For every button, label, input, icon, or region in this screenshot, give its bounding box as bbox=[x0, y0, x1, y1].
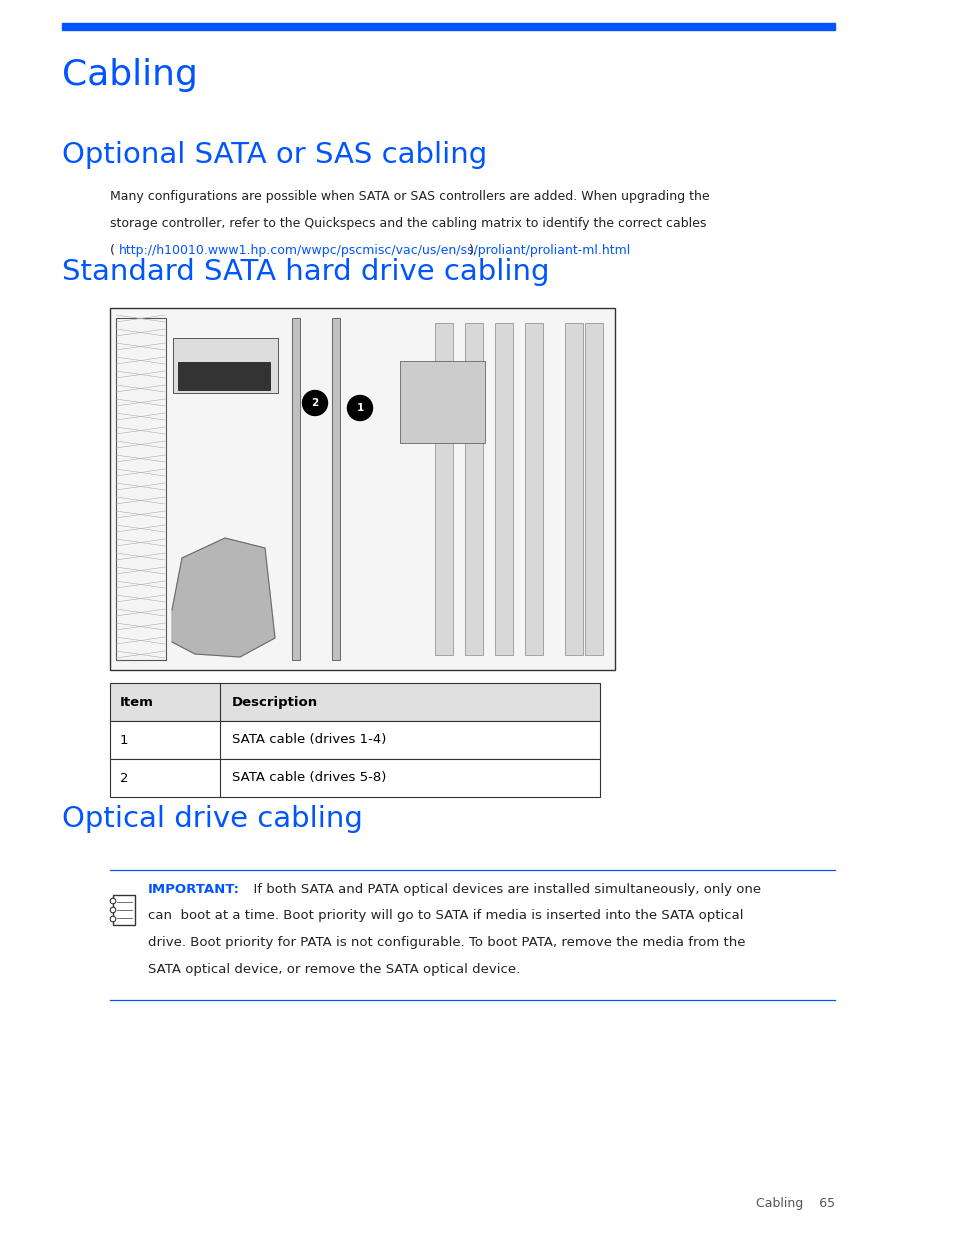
Bar bbox=[112, 895, 135, 925]
Text: Description: Description bbox=[232, 695, 317, 709]
Circle shape bbox=[111, 908, 115, 913]
Text: Cabling    65: Cabling 65 bbox=[755, 1197, 834, 1210]
Text: Item: Item bbox=[120, 695, 153, 709]
Circle shape bbox=[111, 916, 115, 921]
Text: Optical drive cabling: Optical drive cabling bbox=[62, 805, 362, 832]
Text: can  boot at a time. Boot priority will go to SATA if media is inserted into the: can boot at a time. Boot priority will g… bbox=[148, 909, 742, 923]
Bar bbox=[399, 361, 484, 443]
Text: 2: 2 bbox=[311, 398, 318, 408]
Text: IMPORTANT:: IMPORTANT: bbox=[148, 883, 240, 897]
Text: If both SATA and PATA optical devices are installed simultaneously, only one: If both SATA and PATA optical devices ar… bbox=[245, 883, 760, 897]
Bar bbox=[110, 683, 599, 721]
Text: Cabling: Cabling bbox=[62, 58, 197, 91]
Bar bbox=[110, 760, 599, 797]
Circle shape bbox=[302, 390, 327, 415]
Text: SATA cable (drives 5-8): SATA cable (drives 5-8) bbox=[232, 772, 386, 784]
Bar bbox=[110, 308, 615, 671]
Text: drive. Boot priority for PATA is not configurable. To boot PATA, remove the medi: drive. Boot priority for PATA is not con… bbox=[148, 936, 744, 948]
Text: SATA cable (drives 1-4): SATA cable (drives 1-4) bbox=[232, 734, 386, 746]
Bar bbox=[495, 324, 513, 655]
Bar bbox=[332, 317, 339, 659]
Polygon shape bbox=[172, 538, 274, 657]
Bar bbox=[584, 324, 602, 655]
Bar bbox=[564, 324, 582, 655]
Text: http://h10010.www1.hp.com/wwpc/pscmisc/vac/us/en/ss/proliant/proliant-ml.html: http://h10010.www1.hp.com/wwpc/pscmisc/v… bbox=[118, 245, 630, 257]
Bar bbox=[116, 317, 166, 659]
Bar bbox=[435, 324, 453, 655]
Text: ).: ). bbox=[468, 245, 476, 257]
Bar bbox=[178, 362, 270, 390]
Circle shape bbox=[111, 898, 115, 904]
Text: 1: 1 bbox=[356, 403, 363, 412]
Text: SATA optical device, or remove the SATA optical device.: SATA optical device, or remove the SATA … bbox=[148, 962, 519, 976]
Bar bbox=[62, 22, 834, 30]
Bar bbox=[524, 324, 542, 655]
Text: (: ( bbox=[110, 245, 114, 257]
Circle shape bbox=[347, 395, 372, 420]
Bar bbox=[172, 338, 277, 393]
Bar bbox=[110, 721, 599, 760]
Text: Many configurations are possible when SATA or SAS controllers are added. When up: Many configurations are possible when SA… bbox=[110, 190, 709, 203]
Text: storage controller, refer to the Quickspecs and the cabling matrix to identify t: storage controller, refer to the Quicksp… bbox=[110, 217, 705, 230]
Text: Optional SATA or SAS cabling: Optional SATA or SAS cabling bbox=[62, 141, 487, 169]
Bar bbox=[292, 317, 299, 659]
Text: Standard SATA hard drive cabling: Standard SATA hard drive cabling bbox=[62, 258, 549, 287]
Bar bbox=[464, 324, 482, 655]
Text: 2: 2 bbox=[120, 772, 129, 784]
Text: 1: 1 bbox=[120, 734, 129, 746]
